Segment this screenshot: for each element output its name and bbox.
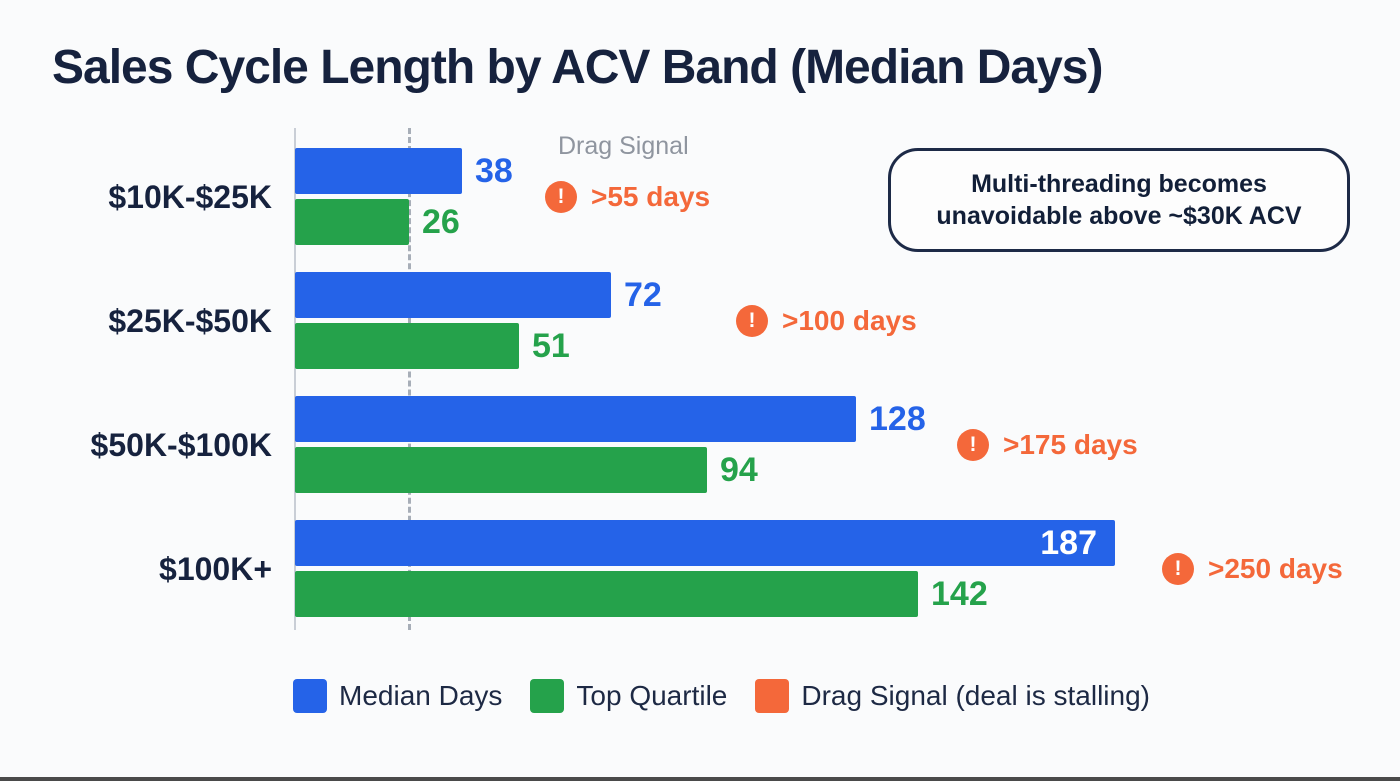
bottom-edge-strip	[0, 777, 1400, 781]
y-axis-line	[294, 128, 296, 630]
drag-signal-header: Drag Signal	[558, 132, 689, 160]
median-value-label: 128	[869, 400, 926, 438]
legend-swatch	[293, 679, 327, 713]
legend-label: Drag Signal (deal is stalling)	[801, 680, 1150, 711]
legend-item: Drag Signal (deal is stalling)	[755, 679, 1150, 713]
threshold-dashed-line	[408, 128, 411, 630]
legend-swatch	[530, 679, 565, 713]
quartile-bar	[295, 447, 707, 493]
quartile-value-label: 142	[931, 575, 988, 613]
legend: Median Days Top Quartile Drag Signal (deal…	[293, 679, 1150, 713]
category-label: $50K-$100K	[90, 426, 272, 463]
category-label: $10K-$25K	[108, 178, 272, 215]
alert-icon: !	[545, 180, 577, 213]
legend-label: Top Quartile	[576, 680, 728, 711]
quartile-value-label: 51	[532, 327, 570, 365]
median-bar	[295, 148, 462, 194]
median-bar	[295, 520, 1115, 566]
alert-icon: !	[1162, 552, 1194, 585]
category-label: $25K-$50K	[108, 302, 272, 339]
median-value-label: 187	[1040, 524, 1097, 562]
legend-item: Top Quartile	[530, 679, 727, 713]
median-bar	[295, 396, 856, 442]
drag-signal-label: >100 days	[782, 304, 917, 336]
alert-icon: !	[736, 304, 768, 337]
drag-signal-label: >175 days	[1003, 428, 1138, 460]
quartile-bar	[295, 571, 918, 617]
quartile-value-label: 26	[422, 203, 460, 241]
category-label: $100K+	[159, 550, 272, 587]
drag-signal-label: >55 days	[591, 180, 711, 212]
callout-box: Multi-threading becomes unavoidable abov…	[888, 148, 1350, 252]
chart-title: Sales Cycle Length by ACV Band (Median D…	[52, 41, 1103, 94]
quartile-value-label: 94	[720, 451, 758, 489]
median-bar	[295, 272, 611, 318]
alert-icon: !	[957, 428, 989, 461]
quartile-bar	[295, 323, 519, 369]
legend-swatch	[755, 679, 790, 713]
legend-item: Median Days	[293, 679, 502, 713]
quartile-bar	[295, 199, 409, 245]
legend-label: Median Days	[339, 680, 503, 711]
drag-signal-label: >250 days	[1208, 552, 1343, 584]
median-value-label: 72	[624, 276, 662, 314]
callout-text: Multi-threading becomes unavoidable abov…	[936, 170, 1302, 230]
median-value-label: 38	[475, 152, 513, 190]
